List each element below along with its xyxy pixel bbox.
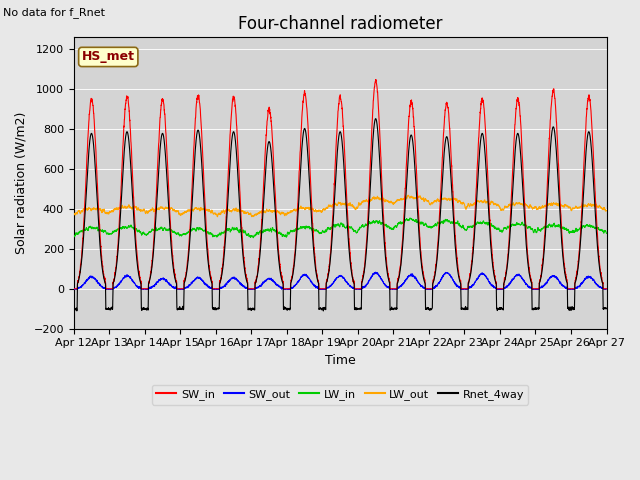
Title: Four-channel radiometer: Four-channel radiometer xyxy=(238,15,442,33)
Text: No data for f_Rnet: No data for f_Rnet xyxy=(3,7,105,18)
X-axis label: Time: Time xyxy=(324,354,355,367)
Text: HS_met: HS_met xyxy=(82,50,135,63)
Y-axis label: Solar radiation (W/m2): Solar radiation (W/m2) xyxy=(15,112,28,254)
Legend: SW_in, SW_out, LW_in, LW_out, Rnet_4way: SW_in, SW_out, LW_in, LW_out, Rnet_4way xyxy=(152,385,529,405)
